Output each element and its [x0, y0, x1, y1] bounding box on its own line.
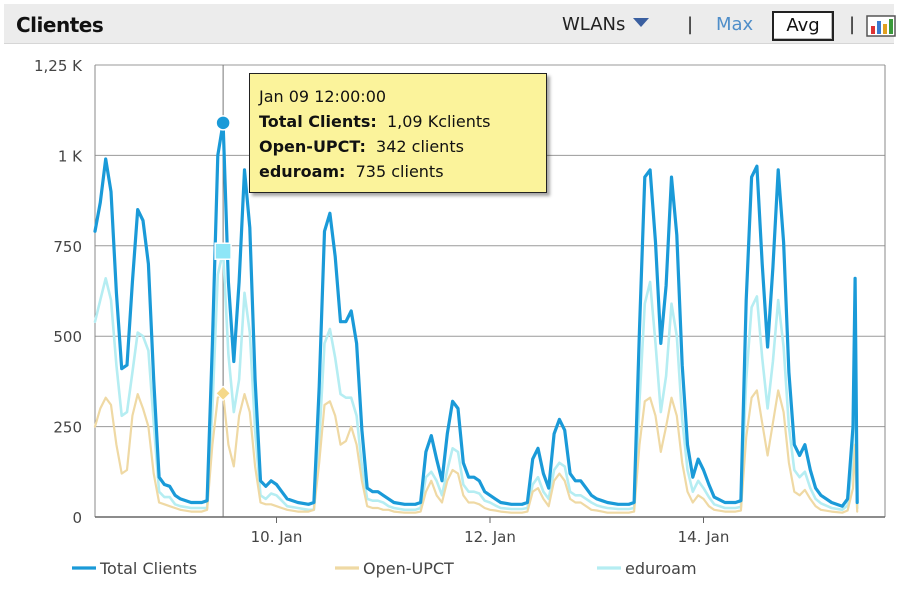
marker-layer	[214, 115, 232, 402]
chevron-down-icon	[633, 18, 650, 27]
y-tick-label: 250	[53, 419, 82, 437]
tooltip-row-open: Open-UPCT: 342 clients	[259, 134, 546, 159]
bar-chart-icon[interactable]	[866, 15, 896, 37]
tooltip: Jan 09 12:00:00 Total Clients: 1,09 Kcli…	[249, 73, 547, 193]
wlans-dropdown[interactable]: WLANs	[562, 14, 650, 35]
tooltip-label: eduroam:	[259, 162, 346, 181]
y-tick-label: 0	[72, 509, 82, 527]
legend-label: Open-UPCT	[363, 559, 454, 578]
tooltip-value: 735 clients	[355, 162, 444, 181]
axes: 0 250 500 750 1 K 1,25 K 10. Jan 12. Jan 14. Jan	[34, 57, 886, 546]
header-separator: |	[687, 14, 694, 35]
y-tick-label: 750	[53, 238, 82, 256]
legend: Total Clients Open-UPCT eduroam	[72, 559, 697, 578]
hover-marker-eduroam	[214, 242, 232, 260]
y-tick-label: 1,25 K	[34, 57, 83, 75]
x-tick-label: 10. Jan	[251, 528, 303, 546]
legend-item[interactable]: eduroam	[597, 559, 697, 578]
max-link[interactable]: Max	[716, 14, 754, 35]
y-tick-label: 500	[53, 328, 82, 346]
y-tick-label: 1 K	[58, 147, 83, 165]
tooltip-value: 342 clients	[376, 137, 464, 156]
tooltip-time: Jan 09 12:00:00	[259, 87, 387, 106]
tooltip-label: Open-UPCT:	[259, 137, 366, 156]
hover-marker-open-upct	[215, 385, 231, 402]
tooltip-row-total: Total Clients: 1,09 Kclients	[259, 109, 546, 134]
tooltip-value: 1,09 Kclients	[386, 112, 491, 131]
tooltip-row-eduroam: eduroam: 735 clients	[259, 159, 546, 184]
x-tick-label: 14. Jan	[678, 528, 730, 546]
tooltip-label: Total Clients:	[259, 112, 377, 131]
series-line-total-clients	[93, 121, 859, 508]
legend-label: eduroam	[625, 559, 697, 578]
wlans-label: WLANs	[562, 14, 626, 35]
panel-title: Clientes	[16, 13, 104, 37]
panel-header: Clientes WLANs | Max Avg |	[4, 4, 896, 44]
hover-marker-total	[215, 115, 231, 131]
avg-button[interactable]: Avg	[772, 11, 834, 41]
x-tick-label: 12. Jan	[464, 528, 516, 546]
legend-item[interactable]: Total Clients	[72, 559, 197, 578]
header-separator-2: |	[849, 14, 856, 35]
legend-item[interactable]: Open-UPCT	[335, 559, 454, 578]
legend-label: Total Clients	[99, 559, 197, 578]
